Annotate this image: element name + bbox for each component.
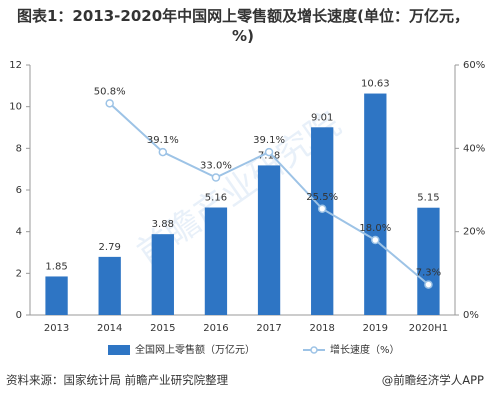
y2-tick-label: 60% <box>463 60 485 71</box>
y-tick-label: 6 <box>16 185 22 196</box>
line-marker <box>158 147 168 157</box>
y2-tick-label: 20% <box>463 227 485 238</box>
line-marker <box>211 173 221 182</box>
bar <box>257 165 281 315</box>
bar <box>364 93 387 316</box>
x-tick-label: 2020H1 <box>409 323 448 334</box>
line-label: 50.8% <box>94 86 126 97</box>
source: 资料来源：国家统计局 前瞻产业研究院整理 <box>6 373 229 387</box>
bar-label: 5.16 <box>205 193 227 204</box>
y-tick-label: 10 <box>9 102 22 113</box>
y2-tick-label: 0% <box>463 310 479 321</box>
chart-title: 图表1：2013-2020年中国网上零售额及增长速度(单位：万亿元，%) <box>16 7 470 45</box>
x-tick-label: 2016 <box>203 323 228 334</box>
bar-label: 9.01 <box>311 112 333 123</box>
y-tick-label: 2 <box>16 268 22 279</box>
y2-tick-label: 40% <box>463 143 485 154</box>
bar <box>151 234 174 315</box>
x-tick-label: 2015 <box>150 323 175 334</box>
line-label: 18.0% <box>359 223 391 234</box>
legend-swatch <box>310 346 318 354</box>
line-marker <box>105 99 114 108</box>
line-marker <box>371 235 380 245</box>
bar-label: 5.15 <box>417 193 439 204</box>
bar <box>311 127 334 316</box>
y-tick-label: 12 <box>9 60 22 71</box>
y-tick-label: 4 <box>16 227 22 238</box>
x-tick-label: 2013 <box>44 323 69 334</box>
line-marker <box>264 147 274 157</box>
line-label: 33.0% <box>200 161 232 172</box>
line-marker <box>424 280 433 289</box>
legend-label: 全国网上零售额（万亿元） <box>135 343 255 356</box>
bar-label: 2.79 <box>99 242 121 253</box>
x-tick-label: 2017 <box>256 323 281 334</box>
y-tick-label: 8 <box>16 143 22 154</box>
line-marker <box>317 204 327 213</box>
line-label: 39.1% <box>253 135 285 146</box>
y-tick-label: 0 <box>16 310 22 321</box>
brand: @前瞻经济学人APP <box>381 373 484 387</box>
legend-swatch <box>108 345 130 355</box>
bar-label: 3.88 <box>152 219 174 230</box>
bar-label: 1.85 <box>45 261 67 272</box>
bar <box>98 256 121 315</box>
bar <box>204 207 228 315</box>
legend-label: 增长速度（%） <box>330 343 400 356</box>
bar-label: 10.63 <box>361 79 390 90</box>
line-label: 7.3% <box>416 268 441 279</box>
bar <box>45 276 68 315</box>
line-label: 39.1% <box>147 135 179 146</box>
x-tick-label: 2019 <box>363 323 388 334</box>
x-tick-label: 2014 <box>97 323 122 334</box>
bar <box>417 207 440 315</box>
x-tick-label: 2018 <box>309 323 334 334</box>
line-label: 25.5% <box>306 192 338 203</box>
